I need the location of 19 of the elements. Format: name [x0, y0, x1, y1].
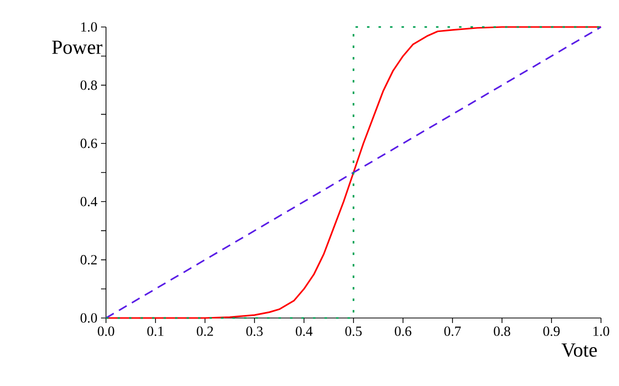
- y-tick-label: 1.0: [81, 22, 97, 32]
- x-tick-label: 0.0: [98, 326, 114, 336]
- x-tick-label: 0.8: [494, 326, 510, 336]
- y-tick-label: 0.2: [80, 255, 97, 265]
- y-tick-label: 0.8: [80, 80, 97, 90]
- x-tick-label: 0.1: [147, 326, 164, 336]
- x-axis-title: Vote: [562, 344, 597, 357]
- x-tick-label: 1.0: [594, 326, 610, 336]
- y-tick-label: 0.4: [80, 196, 98, 206]
- x-tick-label: 0.6: [394, 326, 412, 336]
- y-tick-label: 0.0: [80, 313, 97, 323]
- x-tick-label: 0.2: [196, 326, 213, 336]
- x-tick-label: 0.9: [543, 326, 560, 336]
- x-tick-label: 0.4: [296, 326, 313, 336]
- y-axis-title: Power: [52, 40, 102, 54]
- x-tick-label: 0.7: [444, 326, 461, 336]
- y-tick-label: 0.6: [80, 138, 98, 148]
- x-tick-label: 0.5: [345, 326, 362, 336]
- x-tick-label: 0.3: [246, 326, 263, 336]
